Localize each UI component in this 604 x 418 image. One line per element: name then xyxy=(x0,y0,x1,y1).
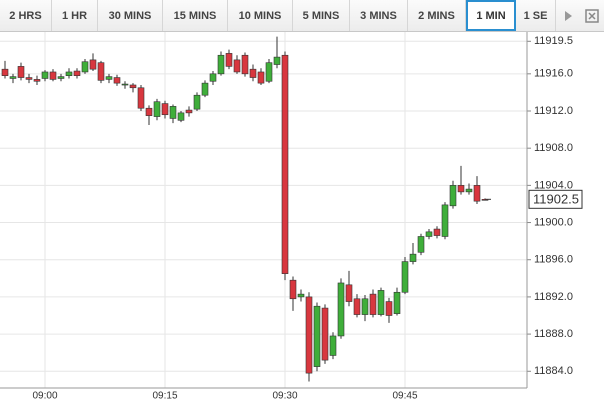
candle-body xyxy=(345,284,353,302)
y-tick-label: 11912.0 xyxy=(534,105,573,117)
candle-body xyxy=(305,296,313,374)
candle-body xyxy=(337,282,345,337)
y-tick-label: 11904.0 xyxy=(534,179,573,191)
candle-body xyxy=(225,53,233,67)
candle-body xyxy=(369,293,377,315)
close-button[interactable] xyxy=(580,0,604,31)
last-price-label: 11902.5 xyxy=(533,192,579,207)
timeframe-tab[interactable]: 15 MINS xyxy=(163,0,228,31)
x-tick-label: 09:45 xyxy=(392,391,417,402)
candle-body xyxy=(473,185,481,202)
y-tick-label: 11888.0 xyxy=(534,328,573,340)
candle-body xyxy=(33,79,41,82)
candle-body xyxy=(265,62,273,82)
candle-body xyxy=(193,94,201,110)
candle-body xyxy=(409,253,417,262)
candle-body xyxy=(257,71,265,84)
candle-body xyxy=(249,68,257,78)
candle-body xyxy=(417,236,425,253)
x-tick-label: 09:30 xyxy=(272,391,297,402)
candle-body xyxy=(433,228,441,236)
candle-body xyxy=(129,84,137,89)
last-price-box xyxy=(528,189,583,209)
timeframe-tab[interactable]: 10 MINS xyxy=(228,0,293,31)
timeframe-tab[interactable]: 1 MIN xyxy=(466,0,516,31)
y-tick-label: 11896.0 xyxy=(534,254,573,266)
candle-body xyxy=(465,188,473,193)
candle-body xyxy=(161,103,169,116)
candle-body xyxy=(145,107,153,116)
candle-body xyxy=(385,301,393,316)
candle-body xyxy=(73,70,81,76)
candle-body xyxy=(41,71,49,79)
y-tick-label: 11892.0 xyxy=(534,291,573,303)
candle-body xyxy=(201,82,209,96)
candle-body xyxy=(17,66,25,78)
candle-body xyxy=(113,77,121,84)
y-tick-label: 11884.0 xyxy=(534,365,573,377)
chart: 11919.5 11916.0 11912.0 11908.0 11904.0 11900… xyxy=(0,32,583,402)
candle-body xyxy=(297,293,305,298)
candle-body xyxy=(329,335,337,356)
timeframe-tab[interactable]: 2 HRS xyxy=(0,0,52,31)
candle-body xyxy=(57,76,65,79)
candle-body xyxy=(441,204,449,237)
candle-body xyxy=(65,71,73,76)
toolbar: 2 HRS 1 HR 30 MINS 15 MINS 10 MINS 5 MINS 3 MI… xyxy=(0,0,604,32)
candle-body xyxy=(425,231,433,237)
candle-body xyxy=(377,290,385,315)
candle-body xyxy=(241,54,249,75)
candle-body xyxy=(1,68,9,76)
candle-body xyxy=(97,62,105,81)
candle-body xyxy=(81,61,89,73)
candle-body xyxy=(209,73,217,82)
timeframe-tab[interactable]: 5 MINS xyxy=(293,0,350,31)
candle-body xyxy=(321,307,329,361)
y-tick-label: 11900.0 xyxy=(534,216,573,228)
candle-body xyxy=(273,56,281,65)
candle-body xyxy=(185,109,193,114)
candle-body xyxy=(401,261,409,293)
timeframe-tab[interactable]: 1 HR xyxy=(52,0,98,31)
candle-body xyxy=(233,59,241,73)
candle-body xyxy=(217,54,225,75)
x-tick-label: 09:00 xyxy=(32,391,57,402)
timeframe-tab[interactable]: 2 MINS xyxy=(408,0,466,31)
candle-body xyxy=(393,291,401,314)
timeframe-tab[interactable]: 30 MINS xyxy=(98,0,163,31)
candle-body xyxy=(449,185,457,207)
timeframe-tab[interactable]: 3 MINS xyxy=(350,0,408,31)
candle-body xyxy=(169,106,177,119)
candle-body xyxy=(289,279,297,300)
candle-body xyxy=(353,298,361,315)
timeframe-tab[interactable]: 1 SE xyxy=(516,0,556,31)
candle-body xyxy=(361,298,369,315)
y-tick-label: 11916.0 xyxy=(534,68,573,80)
candle-body xyxy=(457,185,465,193)
y-tick-label: 11908.0 xyxy=(534,142,573,154)
candle-body xyxy=(177,112,185,121)
candle-body xyxy=(137,87,145,109)
candle-body xyxy=(25,77,33,80)
candle-body xyxy=(9,76,17,79)
candle-body xyxy=(89,59,97,70)
scroll-right[interactable] xyxy=(556,0,580,31)
candle-body xyxy=(281,54,289,274)
candle-body xyxy=(313,305,321,367)
x-tick-label: 09:15 xyxy=(152,391,177,402)
candle-body xyxy=(105,76,113,80)
candle-body xyxy=(49,71,57,80)
candle-body xyxy=(153,101,161,117)
y-tick-label: 11919.5 xyxy=(534,35,573,47)
candle-body xyxy=(121,83,129,86)
